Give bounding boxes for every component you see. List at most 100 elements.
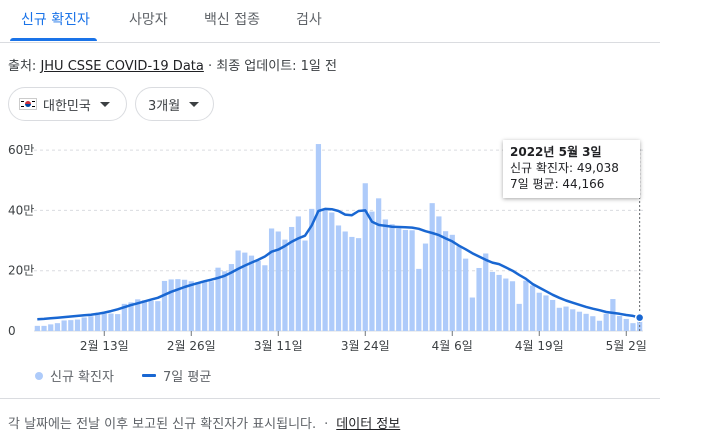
bar[interactable] — [590, 316, 596, 331]
bar[interactable] — [195, 282, 201, 331]
bar[interactable] — [101, 313, 107, 331]
bar[interactable] — [322, 208, 328, 331]
bar[interactable] — [637, 316, 643, 331]
bar[interactable] — [41, 325, 47, 331]
bar[interactable] — [262, 265, 268, 331]
bar[interactable] — [255, 260, 261, 331]
bar[interactable] — [576, 311, 583, 331]
bar[interactable] — [155, 301, 161, 331]
bar[interactable] — [483, 253, 489, 331]
bar[interactable] — [536, 292, 542, 331]
bar[interactable] — [529, 285, 536, 331]
bar[interactable] — [449, 234, 455, 331]
bar[interactable] — [543, 295, 549, 331]
bar[interactable] — [442, 231, 449, 331]
bar[interactable] — [61, 320, 67, 331]
bar[interactable] — [161, 280, 168, 331]
bar[interactable] — [396, 228, 402, 331]
bar[interactable] — [115, 314, 121, 331]
bar[interactable] — [369, 211, 375, 331]
bar[interactable] — [248, 255, 255, 331]
bar[interactable] — [121, 303, 127, 331]
location-dropdown[interactable]: 대한민국 — [8, 87, 127, 121]
bar[interactable] — [228, 264, 235, 331]
bar[interactable] — [94, 314, 101, 331]
bar[interactable] — [463, 258, 469, 331]
period-dropdown[interactable]: 3개월 — [135, 87, 214, 121]
source-link[interactable]: JHU CSSE COVID-19 Data — [40, 59, 204, 74]
bar[interactable] — [289, 226, 295, 331]
bar[interactable] — [135, 299, 141, 331]
bar[interactable] — [202, 281, 208, 331]
bar[interactable] — [523, 280, 529, 331]
bar[interactable] — [302, 240, 308, 331]
bar[interactable] — [402, 229, 409, 331]
bar[interactable] — [489, 271, 496, 331]
bar[interactable] — [630, 323, 636, 331]
bar[interactable] — [616, 315, 623, 331]
tab-vaccinations[interactable]: 백신 접종 — [204, 12, 260, 28]
bar[interactable] — [509, 281, 516, 331]
bar[interactable] — [329, 212, 335, 331]
bar[interactable] — [335, 225, 342, 331]
bar[interactable] — [282, 239, 288, 331]
bar[interactable] — [603, 313, 609, 331]
bar[interactable] — [242, 252, 248, 331]
bar[interactable] — [422, 243, 429, 331]
bar[interactable] — [48, 324, 54, 331]
bar[interactable] — [563, 306, 569, 331]
bar[interactable] — [235, 250, 241, 331]
bar[interactable] — [476, 267, 482, 331]
bar[interactable] — [88, 316, 94, 331]
bar[interactable] — [355, 238, 362, 331]
bar[interactable] — [222, 271, 228, 331]
bar[interactable] — [34, 325, 40, 331]
bar[interactable] — [469, 297, 475, 331]
bar[interactable] — [610, 299, 616, 331]
bar[interactable] — [342, 231, 348, 331]
bar[interactable] — [376, 198, 382, 331]
bar[interactable] — [81, 317, 87, 331]
tab-deaths[interactable]: 사망자 — [129, 12, 168, 28]
bar[interactable] — [268, 228, 275, 331]
bar[interactable] — [382, 219, 388, 331]
bar[interactable] — [550, 299, 556, 331]
bar[interactable] — [583, 313, 589, 331]
bar[interactable] — [68, 320, 74, 331]
bar[interactable] — [556, 307, 562, 331]
bar[interactable] — [54, 323, 61, 331]
bar[interactable] — [188, 281, 194, 331]
bar[interactable] — [362, 183, 368, 331]
bar[interactable] — [175, 279, 181, 331]
cases-chart[interactable]: 0 20만 40만 60만 2월 13일 2월 26일 3월 11일 3월 24일 4월 6일… — [0, 135, 709, 361]
bar[interactable] — [456, 246, 462, 331]
bar[interactable] — [496, 274, 502, 331]
bar[interactable] — [168, 279, 174, 331]
bar[interactable] — [295, 216, 301, 331]
bar[interactable] — [315, 144, 322, 331]
bar[interactable] — [389, 224, 395, 331]
bar[interactable] — [570, 309, 576, 331]
bar[interactable] — [436, 216, 442, 331]
bar[interactable] — [429, 203, 435, 331]
bar[interactable] — [409, 230, 415, 331]
bar[interactable] — [503, 278, 509, 331]
bar[interactable] — [141, 300, 148, 331]
bar[interactable] — [74, 319, 81, 331]
bar[interactable] — [275, 231, 281, 331]
bar[interactable] — [128, 302, 134, 331]
bar[interactable] — [416, 268, 422, 331]
bar[interactable] — [215, 267, 221, 331]
bar[interactable] — [108, 313, 114, 331]
bar[interactable] — [148, 300, 154, 331]
bar[interactable] — [309, 208, 315, 331]
bar[interactable] — [208, 281, 214, 331]
bar[interactable] — [181, 279, 188, 331]
bar[interactable] — [596, 320, 603, 331]
tab-tests[interactable]: 검사 — [296, 12, 322, 28]
bar[interactable] — [516, 303, 522, 331]
data-info-link[interactable]: 데이터 정보 — [336, 417, 401, 432]
tab-new-cases[interactable]: 신규 확진자 — [21, 12, 90, 28]
bar[interactable] — [623, 318, 629, 331]
bar[interactable] — [349, 236, 355, 331]
